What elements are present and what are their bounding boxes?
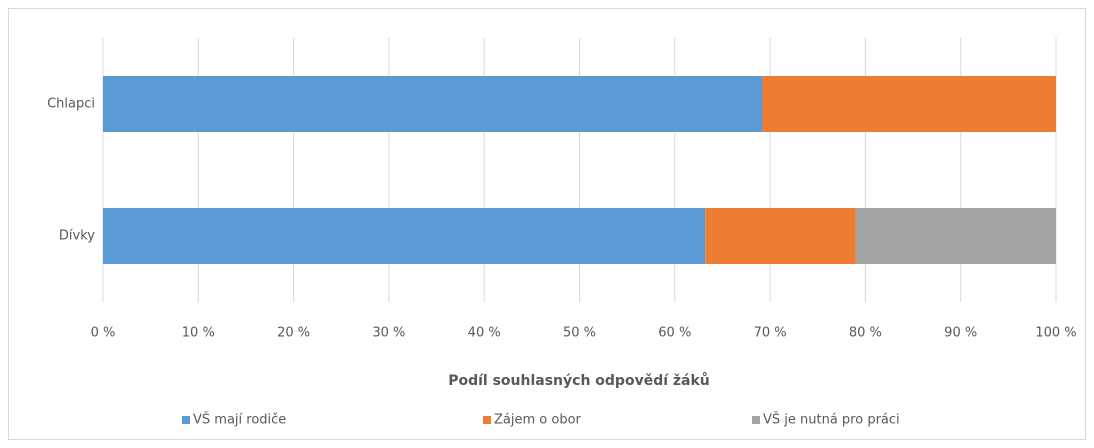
legend-swatch <box>752 416 760 424</box>
x-tick-label: 50 % <box>563 326 596 341</box>
x-tick-label: 60 % <box>658 326 691 341</box>
bar-segment <box>762 76 1056 132</box>
bar-segment <box>855 208 1056 264</box>
legend-label: VŠ je nutná pro práci <box>763 412 900 428</box>
legend-swatch <box>182 416 190 424</box>
x-tick-label: 90 % <box>944 326 977 341</box>
legend-label: VŠ mají rodiče <box>193 412 286 428</box>
x-tick-label: 30 % <box>372 326 405 341</box>
x-tick-label: 40 % <box>468 326 501 341</box>
bar-segment <box>103 76 763 132</box>
legend-swatch <box>483 416 491 424</box>
x-axis-title: Podíl souhlasných odpovědí žáků <box>448 372 710 389</box>
legend-label: Zájem o obor <box>494 413 582 428</box>
bar-segment <box>103 208 706 264</box>
y-tick-label: Chlapci <box>47 97 95 112</box>
bar-segment <box>705 208 856 264</box>
y-tick-label: Dívky <box>59 229 95 244</box>
x-tick-label: 70 % <box>754 326 787 341</box>
x-tick-label: 100 % <box>1035 326 1076 341</box>
x-tick-label: 0 % <box>91 326 116 341</box>
x-tick-label: 20 % <box>277 326 310 341</box>
x-tick-label: 10 % <box>182 326 215 341</box>
x-tick-label: 80 % <box>849 326 882 341</box>
